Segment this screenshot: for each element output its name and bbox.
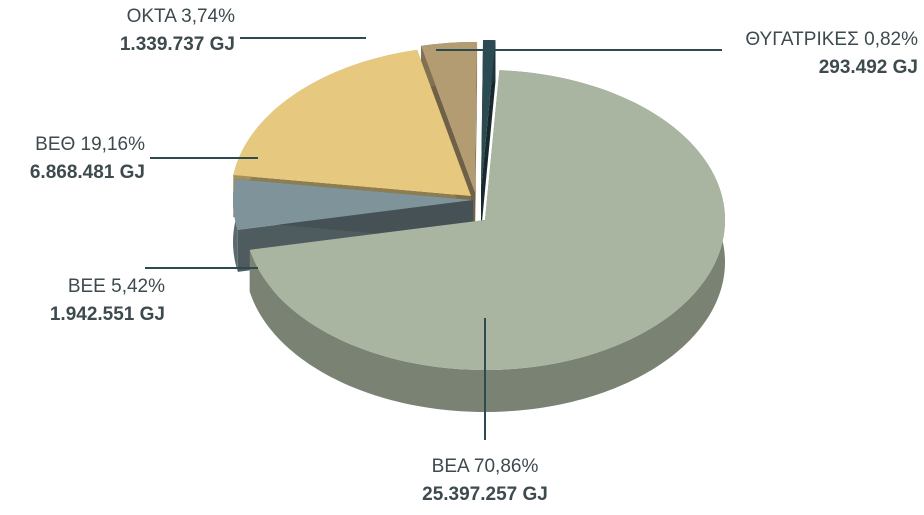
category-label: ΒΕΘ [35,134,75,155]
category-label: ΒΕΕ [68,276,106,297]
category-label: ΒΕΑ [432,456,470,477]
slice-wall [475,42,478,235]
amount-label: 6.868.481 GJ [30,162,145,183]
slice-top [233,49,471,196]
slice-top [421,42,478,193]
slice-top [481,40,496,191]
pie-slice [249,70,725,412]
value-label: 5,42% [111,276,165,297]
slice-label: ΒΕΘ 19,16% [35,134,145,155]
slice-label: ΒΕΑ 70,86% [432,456,539,477]
slice-wall [481,40,496,232]
slice-label: ΒΕΕ 5,42% [68,276,165,297]
slice-label: ΟΚΤΑ 3,74% [127,6,236,27]
amount-label: 25.397.257 GJ [422,484,548,505]
amount-label: 293.492 GJ [819,57,918,78]
pie-slice [481,40,496,233]
value-label: 3,74% [181,6,235,27]
category-label: ΘΥΓΑΤΡΙΚΕΣ [745,29,858,50]
slice-top [233,179,473,230]
slice-label: ΘΥΓΑΤΡΙΚΕΣ 0,82% [745,29,918,50]
amount-label: 1.942.551 GJ [50,304,165,325]
value-label: 0,82% [864,29,918,50]
value-label: 19,16% [81,134,146,155]
category-label: ΟΚΤΑ [127,6,178,27]
amount-label: 1.339.737 GJ [120,34,235,55]
value-label: 70,86% [474,456,539,477]
slice-top [249,70,725,370]
